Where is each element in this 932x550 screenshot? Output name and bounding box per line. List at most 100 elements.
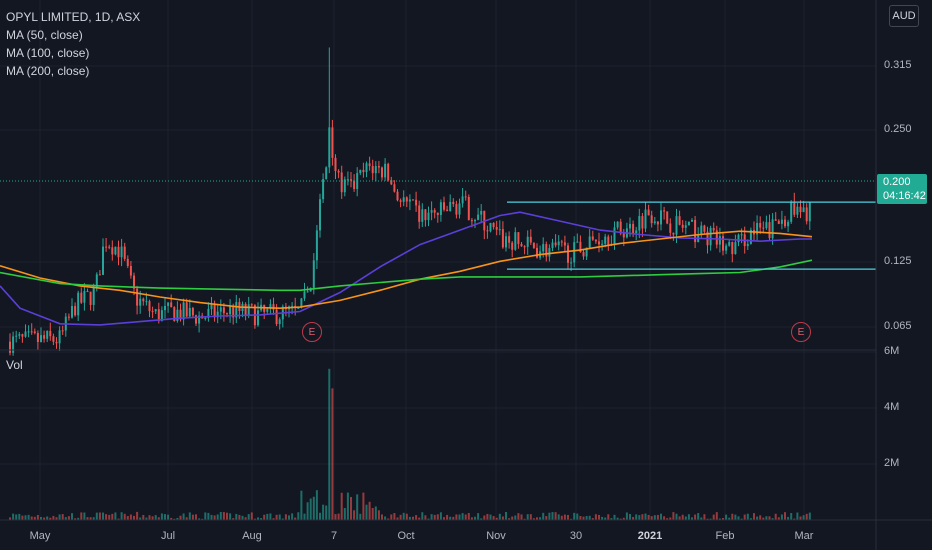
- volume-bar: [328, 368, 331, 520]
- volume-bar: [263, 514, 266, 520]
- volume-bar: [371, 507, 374, 520]
- volume-bar: [136, 511, 139, 520]
- candle-body: [377, 166, 380, 168]
- earnings-marker[interactable]: E: [302, 322, 322, 342]
- volume-bar: [154, 515, 157, 520]
- candle-body: [492, 222, 495, 227]
- candle-body: [647, 209, 650, 216]
- volume-bar: [762, 517, 765, 520]
- currency-badge[interactable]: AUD: [889, 5, 919, 27]
- volume-bar: [474, 516, 476, 520]
- volume-bar: [588, 515, 591, 520]
- chart-grid: [0, 0, 876, 520]
- candle-body: [439, 202, 442, 216]
- volume-bar: [514, 515, 517, 520]
- candle-body: [173, 307, 176, 322]
- volume-bar: [71, 513, 73, 520]
- candle-body: [222, 307, 225, 314]
- volume-bar: [625, 512, 628, 520]
- candle-body: [508, 236, 511, 243]
- volume-bar: [185, 517, 188, 520]
- volume-bar: [808, 512, 811, 520]
- candle-body: [461, 196, 464, 204]
- volume-bar: [604, 517, 607, 520]
- candle-body: [691, 219, 693, 222]
- volume-bar: [315, 490, 318, 520]
- volume-bar: [232, 518, 235, 520]
- volume-bar: [30, 516, 33, 520]
- volume-bar: [365, 504, 368, 520]
- volume-bar: [765, 516, 768, 520]
- volume-bar: [390, 514, 393, 520]
- candle-body: [111, 247, 114, 255]
- candle-body: [784, 219, 786, 227]
- volume-bar: [253, 518, 256, 520]
- time-tick: Mar: [794, 530, 814, 542]
- volume-bar: [715, 512, 718, 520]
- candle-body: [598, 241, 600, 245]
- legend-ma200[interactable]: MA (200, close): [6, 64, 90, 78]
- candle-body: [728, 242, 731, 246]
- volume-bar: [793, 518, 796, 520]
- volume-pane-label[interactable]: Vol: [6, 358, 23, 372]
- candle-body: [297, 307, 300, 309]
- candle-body: [232, 305, 235, 318]
- volume-bar: [247, 514, 250, 520]
- candle-body: [49, 330, 52, 337]
- candle-body: [765, 222, 768, 229]
- volume-bar: [461, 513, 464, 520]
- candle-body: [464, 196, 467, 198]
- volume-bar: [356, 494, 359, 520]
- volume-bar: [573, 512, 576, 520]
- candle-body: [343, 179, 346, 193]
- volume-bar: [508, 518, 511, 520]
- volume-bar: [777, 517, 780, 520]
- candle-body: [92, 288, 95, 305]
- legend-ma100[interactable]: MA (100, close): [6, 46, 90, 60]
- candle-body: [266, 308, 269, 312]
- volume-bar: [687, 514, 690, 520]
- volume-bar: [585, 515, 588, 520]
- symbol-title[interactable]: OPYL LIMITED, 1D, ASX: [6, 10, 141, 24]
- volume-bar: [278, 514, 281, 520]
- candle-body: [95, 274, 98, 289]
- candle-body: [715, 230, 718, 245]
- volume-bar: [548, 512, 551, 520]
- volume-bar: [306, 502, 309, 520]
- volume-bar: [297, 512, 300, 520]
- candle-body: [446, 209, 449, 211]
- candle-body: [58, 330, 61, 344]
- candle-body: [393, 184, 396, 192]
- horizontal-levels[interactable]: [507, 201, 876, 270]
- volume-bar: [108, 514, 111, 520]
- earnings-marker[interactable]: E: [791, 322, 811, 342]
- volume-bar: [449, 516, 452, 520]
- volume-bar: [749, 518, 752, 520]
- candle-body: [749, 229, 752, 244]
- candle-body: [340, 172, 343, 193]
- volume-bar: [737, 516, 740, 520]
- candle-body: [387, 163, 390, 181]
- candle-body: [365, 163, 368, 173]
- volume-bar: [33, 516, 36, 520]
- candle-body: [24, 331, 27, 337]
- candle-body: [545, 244, 548, 257]
- candle-body: [312, 260, 315, 288]
- volume-bar: [145, 517, 148, 520]
- candle-body: [687, 221, 690, 226]
- volume-bar: [684, 516, 687, 520]
- candle-body: [408, 199, 411, 202]
- volume-bar: [427, 518, 430, 520]
- candle-body: [616, 221, 619, 228]
- volume-bar: [647, 514, 650, 520]
- candle-body: [133, 275, 135, 289]
- volume-bar: [77, 517, 80, 520]
- volume-bar: [740, 518, 743, 520]
- volume-bar: [288, 515, 290, 520]
- legend-ma50[interactable]: MA (50, close): [6, 28, 83, 42]
- candle-body: [669, 223, 672, 233]
- volume-bar: [545, 516, 548, 520]
- volume-tick: 4M: [884, 401, 900, 413]
- candle-body: [666, 211, 669, 224]
